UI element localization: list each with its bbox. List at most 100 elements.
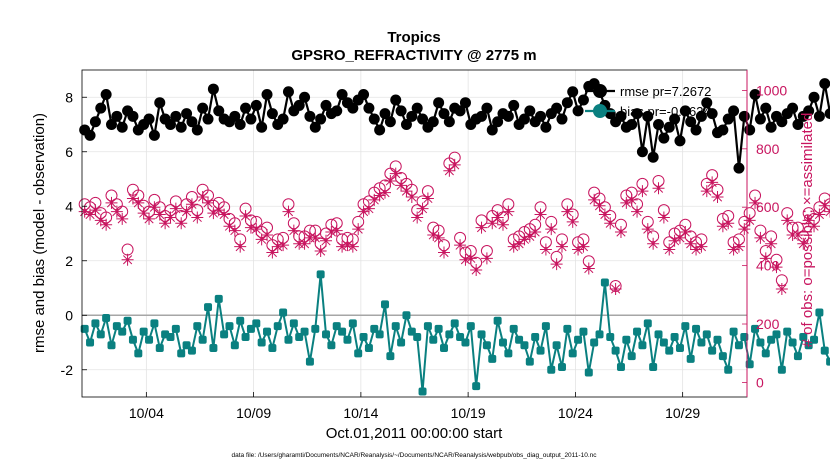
- rmse-point: [245, 113, 257, 125]
- obs-assimilated-point: [802, 214, 815, 227]
- rmse-point: [384, 116, 396, 128]
- obs-assimilated-point: [137, 207, 150, 220]
- rmse-point: [690, 124, 702, 136]
- rmse-point: [561, 97, 573, 109]
- obs-assimilated-point: [218, 208, 231, 221]
- obs-assimilated-point: [609, 282, 622, 295]
- rmse-point: [754, 113, 766, 125]
- bias-point: [649, 363, 658, 372]
- x-tick-label: 10/04: [129, 405, 164, 421]
- obs-assimilated-point: [250, 223, 263, 236]
- obs-assimilated-point: [384, 174, 397, 187]
- rmse-point: [148, 129, 160, 141]
- obs-assimilated-point: [491, 211, 504, 224]
- y2-tick-label: 200: [756, 316, 780, 332]
- rmse-series: [79, 78, 830, 174]
- bias-point: [450, 319, 459, 328]
- bias-point: [86, 338, 95, 347]
- rmse-point: [717, 124, 729, 136]
- obs-assimilated-point: [684, 237, 697, 250]
- obs-assimilated-point: [459, 253, 472, 266]
- rmse-point: [304, 110, 316, 122]
- rmse-point: [143, 113, 155, 125]
- bias-point: [107, 341, 116, 350]
- obs-assimilated-point: [330, 224, 343, 237]
- bias-point: [472, 382, 481, 391]
- x-tick-label: 10/14: [343, 405, 378, 421]
- bias-point: [718, 352, 727, 361]
- bias-point: [386, 352, 395, 361]
- obs-assimilated-point: [180, 205, 193, 218]
- rmse-point: [299, 91, 311, 103]
- obs-assimilated-point: [711, 191, 724, 204]
- rmse-point: [824, 108, 830, 120]
- rmse-point: [653, 119, 665, 130]
- obs-possible-point: [121, 243, 134, 256]
- obs-assimilated-point: [105, 196, 118, 209]
- rmse-point: [368, 113, 380, 125]
- bias-point: [740, 333, 749, 342]
- obs-assimilated-point: [754, 231, 767, 244]
- obs-assimilated-point: [287, 224, 300, 237]
- rmse-point: [202, 113, 214, 125]
- bias-point: [311, 324, 320, 333]
- obs-assimilated-point: [695, 240, 708, 253]
- bias-point: [118, 327, 127, 336]
- obs-assimilated-point: [641, 223, 654, 236]
- bias-point: [134, 349, 143, 358]
- rmse-point: [738, 110, 750, 122]
- obs-assimilated-point: [357, 205, 370, 218]
- bias-point: [520, 341, 529, 350]
- rmse-point: [277, 113, 289, 125]
- y-tick-label: 0: [65, 307, 73, 323]
- obs-assimilated-point: [765, 237, 778, 250]
- bias-point: [364, 343, 373, 352]
- y-tick-label: 8: [65, 89, 73, 105]
- obs-assimilated-point: [700, 185, 713, 198]
- bias-point: [793, 352, 802, 361]
- bias-point: [734, 341, 743, 350]
- x-axis-label: Oct.01,2011 00:00:00 start: [326, 425, 503, 442]
- obs-assimilated-point: [352, 223, 365, 236]
- obs-assimilated-point: [539, 243, 552, 256]
- bias-point: [509, 324, 518, 333]
- bias-point: [434, 324, 443, 333]
- obs-assimilated-point: [614, 226, 627, 239]
- obs-assimilated-point: [598, 208, 611, 221]
- bias-point: [777, 365, 786, 374]
- bias-point: [343, 335, 352, 344]
- bias-point: [488, 354, 497, 363]
- obs-assimilated-point: [212, 204, 225, 217]
- obs-assimilated-point: [266, 246, 279, 259]
- bias-point: [257, 338, 266, 347]
- bias-point: [547, 365, 556, 374]
- bias-point: [284, 335, 293, 344]
- rmse-point: [518, 113, 530, 125]
- rmse-point: [792, 119, 804, 130]
- bias-point: [230, 341, 239, 350]
- obs-assimilated-point: [207, 207, 220, 220]
- y-tick-label: 4: [65, 198, 73, 214]
- bias-point: [139, 327, 148, 336]
- obs-assimilated-point: [443, 164, 456, 177]
- rmse-point: [417, 113, 429, 125]
- bias-point: [214, 294, 223, 303]
- rmse-point: [626, 119, 638, 130]
- rmse-point: [481, 102, 493, 114]
- bias-point: [799, 333, 808, 342]
- bias-point: [525, 357, 534, 366]
- x-tick-label: 10/19: [451, 405, 486, 421]
- bias-point: [279, 308, 288, 317]
- obs-assimilated-point: [175, 217, 188, 230]
- obs-count-series: [78, 151, 830, 295]
- bias-point: [713, 335, 722, 344]
- obs-assimilated-point: [427, 228, 440, 241]
- obs-assimilated-point: [604, 217, 617, 230]
- bias-point: [477, 330, 486, 339]
- bias-point: [493, 316, 502, 325]
- obs-assimilated-point: [534, 208, 547, 221]
- bias-series: [80, 270, 830, 396]
- bias-point: [659, 338, 668, 347]
- bias-point: [681, 322, 690, 331]
- bias-point: [692, 324, 701, 333]
